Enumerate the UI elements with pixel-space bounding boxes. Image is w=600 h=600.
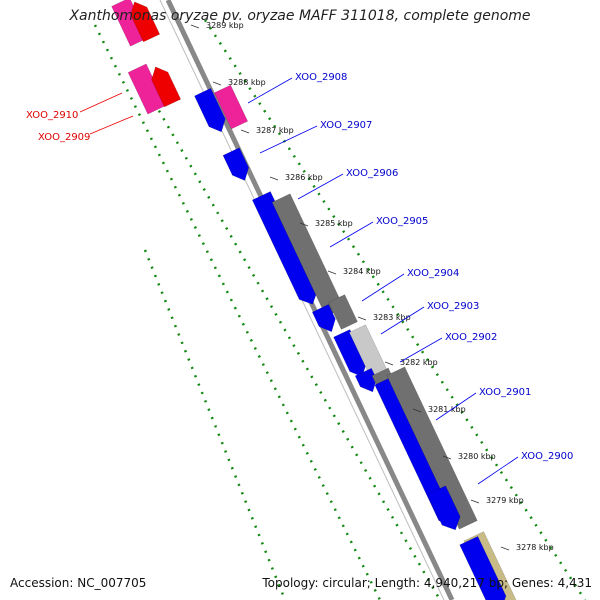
leader-line (247, 77, 293, 104)
gene-features (111, 0, 517, 600)
gene-label-forward: XOO_2902 (445, 332, 497, 343)
leader-line (89, 115, 134, 135)
tick-mark (240, 129, 250, 134)
tick-mark (327, 270, 337, 275)
tick-mark (299, 222, 309, 227)
dotted-rulers (93, 19, 587, 600)
forward-gene-feature (194, 87, 226, 133)
gene-label-forward: XOO_2901 (479, 387, 531, 398)
tick-mark (470, 499, 480, 504)
tick-mark (212, 81, 222, 86)
gene-label-reverse: XOO_2909 (38, 132, 90, 143)
gene-label-forward: XOO_2908 (295, 72, 347, 83)
dark-feature (386, 366, 478, 530)
leader-line (259, 125, 318, 154)
reverse-gene-feature (151, 66, 182, 108)
leader-line (380, 306, 425, 335)
tick-label: 3285 kbp (315, 219, 353, 228)
gene-label-forward: XOO_2905 (376, 216, 428, 227)
leader-line (477, 456, 519, 485)
tick-label: 3283 kbp (373, 313, 411, 322)
tick-mark (442, 455, 452, 460)
leader-line (435, 392, 477, 421)
gene-labels: XOO_2908 XOO_2907 XOO_2906 XOO_2905 XOO_2904… (26, 72, 573, 485)
gene-label-forward: XOO_2900 (521, 451, 573, 462)
leader-line (79, 92, 123, 113)
kbp-ticks: 3289 kbp 3288 kbp 3287 kbp 3286 kbp 3285 kbp… (190, 21, 554, 552)
tick-mark (357, 316, 367, 321)
gene-label-reverse: XOO_2910 (26, 110, 78, 121)
leader-line (361, 273, 405, 302)
tick-label: 3287 kbp (256, 126, 294, 135)
forward-gene-feature (311, 304, 336, 333)
dark-feature (328, 294, 358, 330)
tick-label: 3282 kbp (400, 358, 438, 367)
forward-gene-feature (459, 536, 507, 600)
tick-mark (384, 361, 394, 366)
tick-mark (190, 24, 200, 29)
tick-label: 3286 kbp (285, 173, 323, 182)
tick-mark (500, 546, 510, 551)
tick-label: 3289 kbp (206, 21, 244, 30)
reverse-gene-feature (130, 1, 161, 43)
tick-mark (412, 408, 422, 413)
leader-line (399, 337, 443, 363)
tick-label: 3281 kbp (428, 405, 466, 414)
tick-label: 3279 kbp (486, 496, 524, 505)
leader-line (329, 221, 374, 248)
tick-label: 3278 kbp (516, 543, 554, 552)
tick-label: 3284 kbp (343, 267, 381, 276)
map-title: Xanthomonas oryzae pv. oryzae MAFF 31101… (69, 8, 531, 24)
forward-gene-feature (427, 485, 461, 531)
gene-label-forward: XOO_2906 (346, 168, 398, 179)
genome-summary-text: Topology: circular; Length: 4,940,217 bp… (262, 576, 592, 590)
gene-label-forward: XOO_2907 (320, 120, 372, 131)
tick-label: 3288 kbp (228, 78, 266, 87)
leader-line (297, 173, 344, 200)
tick-label: 3280 kbp (458, 452, 496, 461)
accession-text: Accession: NC_007705 (10, 576, 147, 590)
tick-mark (269, 176, 279, 181)
dotted-ruler (203, 19, 587, 600)
forward-gene-feature (222, 147, 249, 181)
dotted-ruler (143, 249, 287, 600)
gene-label-forward: XOO_2904 (407, 268, 459, 279)
gene-label-forward: XOO_2903 (427, 301, 479, 312)
pink-feature (213, 84, 249, 130)
